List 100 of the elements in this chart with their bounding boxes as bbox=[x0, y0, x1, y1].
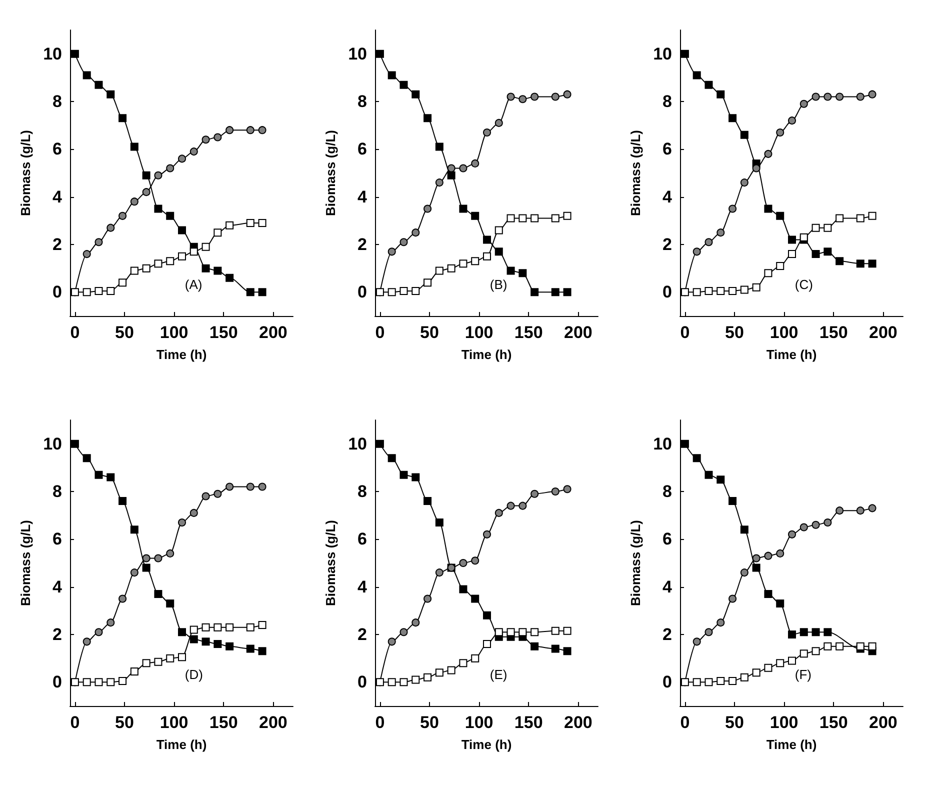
point bbox=[812, 520, 820, 529]
point bbox=[424, 278, 432, 287]
point bbox=[704, 678, 713, 686]
point bbox=[435, 266, 444, 275]
point bbox=[788, 630, 796, 638]
point bbox=[214, 490, 222, 498]
point bbox=[563, 485, 572, 494]
point bbox=[94, 470, 103, 479]
point bbox=[764, 590, 772, 598]
point bbox=[226, 623, 234, 632]
point bbox=[130, 198, 138, 206]
point bbox=[226, 126, 234, 134]
point bbox=[704, 238, 713, 246]
point bbox=[459, 260, 468, 268]
point bbox=[506, 628, 515, 636]
point bbox=[506, 92, 515, 101]
point bbox=[800, 650, 808, 658]
x-tick-label: 50 bbox=[420, 323, 439, 342]
point bbox=[106, 90, 115, 98]
point bbox=[400, 628, 408, 636]
point bbox=[118, 278, 127, 287]
x-axis-title: Time (h) bbox=[766, 737, 817, 752]
y-tick-label: 2 bbox=[662, 625, 672, 644]
point bbox=[530, 92, 539, 101]
point bbox=[704, 628, 713, 636]
point bbox=[764, 269, 772, 278]
point bbox=[776, 262, 784, 270]
point bbox=[788, 236, 796, 244]
y-tick-label: 10 bbox=[43, 434, 62, 454]
point bbox=[740, 286, 748, 294]
y-tick-label: 0 bbox=[358, 282, 367, 302]
point bbox=[788, 250, 796, 258]
point bbox=[471, 556, 480, 565]
point bbox=[142, 171, 150, 180]
point bbox=[142, 188, 150, 196]
point bbox=[447, 666, 456, 674]
point bbox=[482, 236, 491, 244]
point bbox=[680, 50, 689, 58]
point bbox=[530, 490, 539, 498]
point bbox=[740, 568, 748, 577]
point bbox=[812, 628, 820, 636]
point bbox=[82, 638, 91, 646]
point bbox=[824, 642, 832, 650]
point bbox=[856, 642, 864, 650]
point bbox=[214, 133, 222, 142]
point bbox=[388, 288, 396, 296]
point bbox=[106, 678, 115, 686]
point bbox=[246, 644, 254, 653]
point bbox=[728, 286, 737, 295]
point bbox=[764, 664, 772, 672]
point bbox=[824, 628, 832, 636]
point bbox=[166, 212, 174, 220]
point bbox=[130, 568, 138, 577]
point bbox=[424, 204, 432, 213]
y-tick-label: 4 bbox=[358, 187, 368, 206]
point bbox=[178, 252, 186, 260]
y-tick-label: 2 bbox=[358, 625, 367, 644]
point bbox=[459, 659, 468, 668]
point bbox=[812, 92, 820, 101]
point bbox=[106, 473, 115, 482]
point bbox=[680, 440, 689, 448]
point bbox=[740, 673, 748, 682]
point bbox=[214, 640, 222, 648]
point bbox=[118, 594, 127, 603]
annotation: (D) bbox=[184, 667, 203, 682]
point bbox=[246, 288, 254, 296]
x-tick-label: 50 bbox=[725, 323, 744, 342]
point bbox=[483, 530, 491, 538]
point bbox=[246, 623, 254, 632]
point bbox=[70, 440, 79, 448]
x-tick-label: 150 bbox=[514, 323, 543, 342]
point bbox=[518, 214, 527, 222]
point bbox=[728, 204, 737, 213]
point bbox=[154, 590, 162, 598]
point bbox=[836, 214, 844, 222]
point bbox=[518, 95, 527, 104]
y-tick-label: 10 bbox=[348, 44, 367, 64]
annotation: (E) bbox=[490, 667, 508, 682]
point bbox=[447, 171, 456, 180]
point bbox=[435, 142, 444, 151]
point bbox=[202, 264, 210, 272]
point bbox=[94, 678, 103, 686]
point bbox=[202, 242, 210, 251]
point bbox=[788, 530, 796, 538]
x-tick-label: 50 bbox=[420, 713, 439, 732]
point bbox=[178, 653, 186, 662]
point bbox=[412, 618, 420, 627]
point bbox=[530, 214, 539, 222]
point bbox=[518, 628, 527, 636]
point bbox=[704, 286, 713, 295]
y-tick-label: 8 bbox=[52, 92, 62, 111]
point bbox=[142, 264, 150, 272]
y-tick-label: 6 bbox=[358, 530, 367, 549]
y-tick-label: 4 bbox=[358, 577, 368, 596]
point bbox=[728, 594, 737, 603]
point bbox=[214, 623, 222, 632]
point bbox=[868, 260, 876, 268]
x-tick-label: 200 bbox=[868, 713, 898, 732]
point bbox=[142, 659, 150, 668]
point bbox=[202, 638, 210, 646]
